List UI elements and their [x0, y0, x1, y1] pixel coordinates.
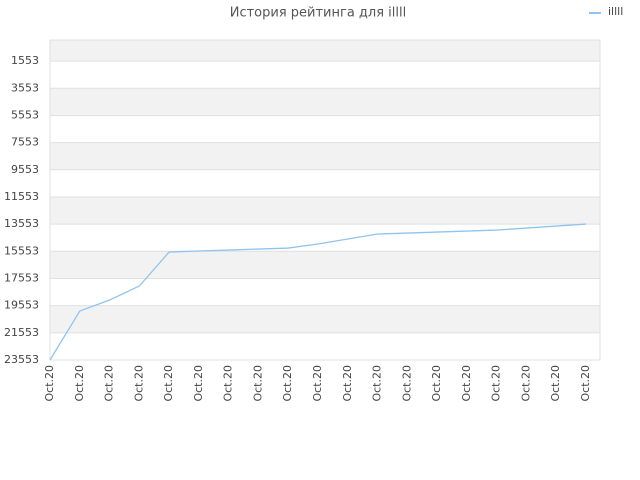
x-tick-label: Oct.20	[579, 365, 592, 402]
y-tick-label: 11553	[4, 190, 39, 203]
band	[50, 196, 600, 225]
x-tick-label: Oct.20	[222, 365, 235, 402]
line	[49, 223, 587, 361]
y-tick-label: 1553	[11, 54, 39, 67]
x-tick-label: Oct.20	[371, 365, 384, 402]
x-tick-label: Oct.20	[162, 365, 175, 402]
x-tick-label: Oct.20	[311, 365, 324, 402]
x-tick-label: Oct.20	[400, 365, 413, 402]
x-tick-label: Oct.20	[490, 365, 503, 402]
legend-label: illll	[608, 5, 623, 18]
y-tick-label: 23553	[4, 353, 39, 366]
band	[50, 305, 600, 333]
x-tick-label: Oct.20	[460, 365, 473, 402]
chart-title: История рейтинга для illll	[230, 6, 407, 21]
x-tick-label: Oct.20	[341, 365, 354, 402]
y-tick-label: 5553	[11, 108, 39, 121]
x-tick-label: Oct.20	[251, 365, 264, 402]
band	[50, 142, 600, 170]
y-tick-label: 13553	[4, 217, 39, 230]
x-tick-label: Oct.20	[430, 365, 443, 402]
x-tick-label: Oct.20	[132, 365, 145, 402]
band	[50, 88, 600, 116]
y-tick-label: 19553	[4, 299, 39, 312]
y-tick-label: 9553	[11, 163, 39, 176]
y-tick-label: 3553	[11, 81, 39, 94]
y-tick-label: 15553	[4, 244, 39, 257]
y-tick-label: 17553	[4, 271, 39, 284]
x-tick-label: Oct.20	[519, 365, 532, 402]
y-tick-label: 7553	[11, 136, 39, 149]
band	[50, 40, 600, 62]
x-tick-label: Oct.20	[192, 365, 205, 402]
x-tick-label: Oct.20	[549, 365, 562, 402]
y-tick-label: 21553	[4, 326, 39, 339]
x-tick-label: Oct.20	[103, 365, 116, 402]
x-tick-label: Oct.20	[281, 365, 294, 402]
x-tick-label: Oct.20	[73, 365, 86, 402]
x-tick-label: Oct.20	[43, 365, 56, 402]
band	[50, 251, 600, 279]
